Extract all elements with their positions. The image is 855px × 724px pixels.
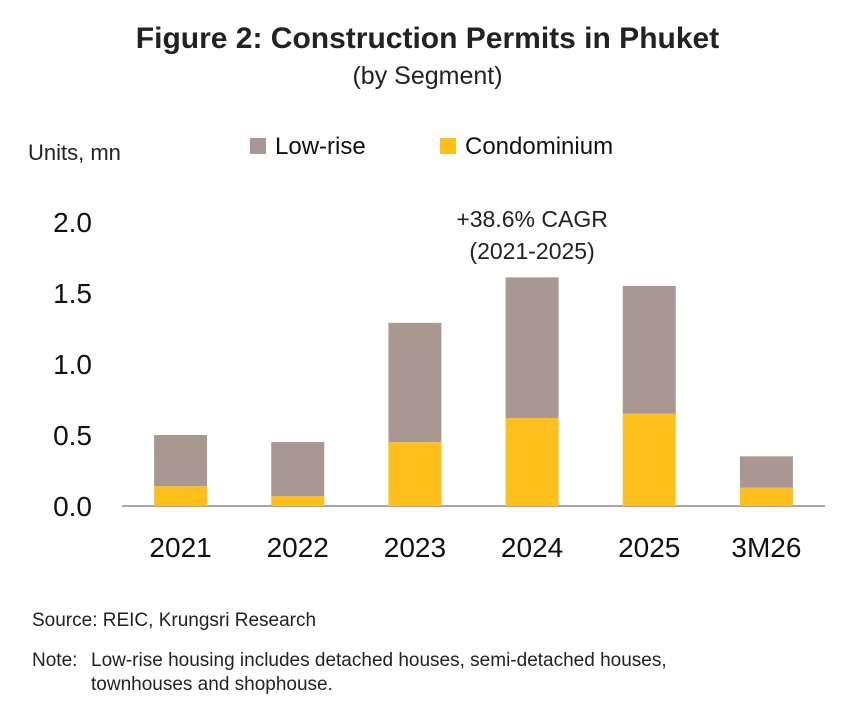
y-tick-label: 0.0 [53, 491, 92, 522]
bar-condominium-2023 [388, 442, 442, 506]
bar-low-rise-2024 [505, 277, 559, 418]
source-note: Source: REIC, Krungsri Research [32, 610, 317, 631]
note-line-2: townhouses and shophouse. [91, 674, 333, 695]
note-label: Note: [32, 650, 78, 671]
cagr-annotation-line: (2021-2025) [469, 238, 594, 264]
bar-low-rise-3m26 [739, 456, 793, 488]
stacked-bar-chart: Units, mn 0.0 0.5 1.0 1.5 2.0 2021 2022 2023 2024… [28, 133, 825, 563]
chart-title: Figure 2: Construction Permits in Phuket [135, 22, 720, 55]
bar-low-rise-2021 [154, 435, 208, 487]
bar-condominium-2025 [622, 413, 676, 506]
legend-label-condominium: Condominium [465, 133, 613, 160]
bar-condominium-2021 [154, 486, 208, 506]
y-tick-label: 1.0 [53, 349, 92, 380]
x-tick-label: 2025 [618, 532, 680, 563]
y-axis-label: Units, mn [28, 140, 121, 165]
x-tick-label: 2021 [149, 532, 211, 563]
bar-condominium-2022 [271, 496, 325, 506]
x-tick-label: 2024 [501, 532, 563, 563]
chart-subtitle: (by Segment) [352, 62, 503, 90]
x-tick-label: 2022 [267, 532, 329, 563]
legend-swatch-low-rise [250, 138, 266, 154]
legend-label-low-rise: Low-rise [275, 133, 366, 160]
y-tick-label: 0.5 [53, 420, 92, 451]
bar-low-rise-2022 [271, 442, 325, 497]
bar-low-rise-2023 [388, 322, 442, 443]
y-tick-label: 1.5 [53, 278, 92, 309]
y-tick-label: 2.0 [53, 207, 92, 238]
legend-swatch-condominium [440, 138, 456, 154]
bar-condominium-3m26 [739, 487, 793, 506]
note-line-1: Low-rise housing includes detached house… [91, 650, 667, 671]
x-tick-label: 2023 [384, 532, 446, 563]
bar-condominium-2024 [505, 417, 559, 506]
bar-low-rise-2025 [622, 285, 676, 414]
cagr-annotation-line: +38.6% CAGR [456, 206, 608, 232]
x-tick-label: 3M26 [731, 532, 801, 563]
